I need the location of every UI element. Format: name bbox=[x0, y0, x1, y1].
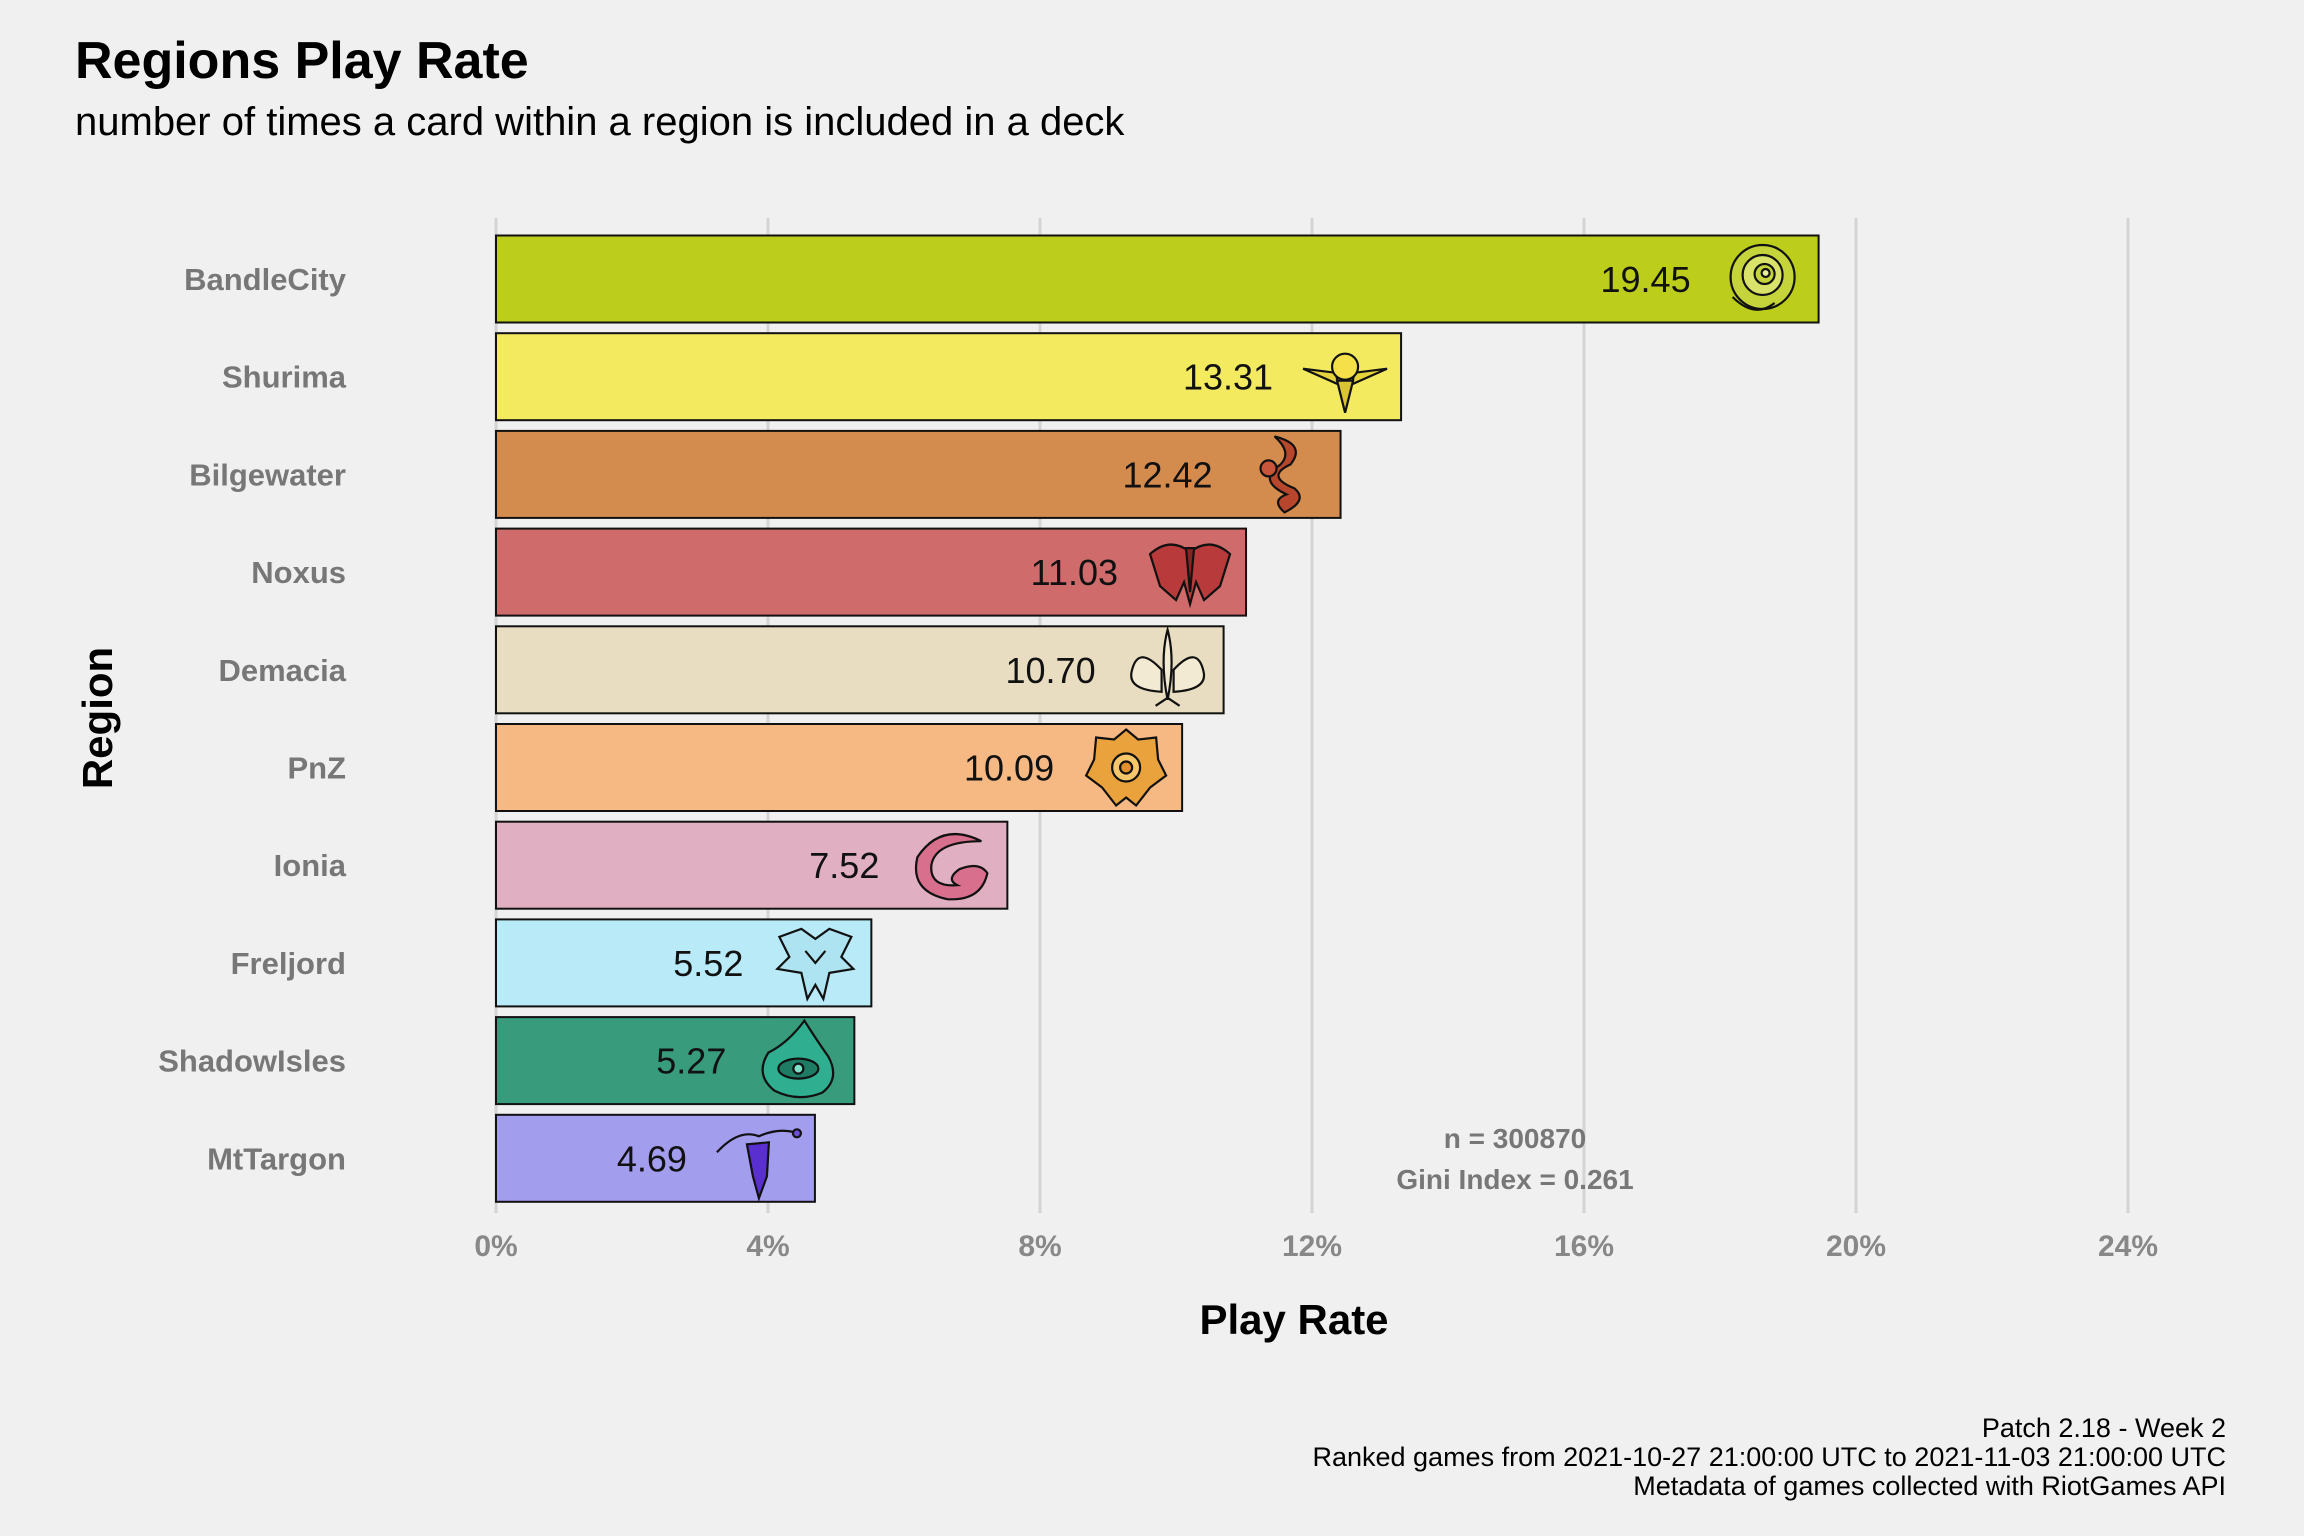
ionia-icon bbox=[914, 832, 989, 901]
gini-index-annotation: Gini Index = 0.261 bbox=[1396, 1164, 1633, 1195]
bar-value-label: 13.31 bbox=[1183, 357, 1273, 398]
chart-title: Regions Play Rate bbox=[75, 32, 529, 90]
bar-value-label: 10.70 bbox=[1006, 650, 1096, 691]
bar-pnz bbox=[495, 723, 1184, 812]
pnz-icon bbox=[1084, 728, 1168, 808]
bar-bandlecity bbox=[495, 234, 1820, 324]
category-labels: BandleCity Shurima Bilgewater Noxus Demacia P… bbox=[158, 262, 347, 1176]
category-label: Ionia bbox=[274, 848, 347, 883]
shadowisles-icon bbox=[761, 1018, 835, 1099]
noxus-icon bbox=[1148, 543, 1232, 609]
bar-value-label: 12.42 bbox=[1122, 454, 1212, 495]
freljord-icon bbox=[775, 927, 856, 1002]
chart-subtitle: number of times a card within a region i… bbox=[75, 100, 1125, 144]
caption-source: Metadata of games collected with RiotGam… bbox=[1633, 1471, 2226, 1501]
bar-value-label: 10.09 bbox=[964, 748, 1054, 789]
category-label: MtTargon bbox=[207, 1141, 346, 1176]
category-label: Bilgewater bbox=[189, 457, 346, 492]
demacia-icon bbox=[1130, 625, 1206, 707]
x-tick-label: 4% bbox=[746, 1230, 789, 1263]
category-label: PnZ bbox=[287, 751, 346, 786]
bar-shurima bbox=[495, 332, 1403, 422]
x-tick-label: 16% bbox=[1554, 1230, 1614, 1263]
bandlecity-icon bbox=[1729, 243, 1796, 311]
category-label: Freljord bbox=[231, 946, 346, 981]
x-axis-title: Play Rate bbox=[1199, 1296, 1388, 1343]
bar-bilgewater bbox=[495, 429, 1342, 519]
caption-date-range: Ranked games from 2021-10-27 21:00:00 UT… bbox=[1312, 1442, 2226, 1472]
sample-size-annotation: n = 300870 bbox=[1444, 1123, 1586, 1154]
bars: 19.45 13.31 12.42 11.03 10.70 10.09 7.52 5.52 5.… bbox=[495, 234, 1820, 1203]
bilgewater-icon bbox=[1259, 435, 1301, 514]
bar-demacia bbox=[495, 625, 1225, 715]
category-label: Shurima bbox=[222, 360, 347, 395]
bar-value-label: 7.52 bbox=[809, 845, 879, 886]
category-label: BandleCity bbox=[184, 262, 347, 297]
bar-value-label: 5.27 bbox=[656, 1041, 726, 1082]
bar-value-label: 11.03 bbox=[1031, 552, 1118, 593]
x-tick-label: 20% bbox=[1826, 1230, 1886, 1263]
x-tick-label: 0% bbox=[474, 1230, 517, 1263]
bar-value-label: 5.52 bbox=[673, 943, 743, 984]
bar-value-label: 4.69 bbox=[617, 1138, 687, 1179]
mttargon-icon bbox=[716, 1128, 803, 1202]
category-label: ShadowIsles bbox=[158, 1044, 346, 1079]
x-tick-label: 12% bbox=[1282, 1230, 1342, 1263]
bar-noxus bbox=[495, 527, 1248, 617]
x-tick-label: 24% bbox=[2098, 1230, 2158, 1263]
category-label: Noxus bbox=[251, 555, 346, 590]
x-tick-label: 8% bbox=[1018, 1230, 1061, 1263]
shurima-icon bbox=[1302, 352, 1388, 413]
y-axis-title: Region bbox=[74, 647, 121, 789]
category-label: Demacia bbox=[218, 653, 346, 688]
bar-value-label: 19.45 bbox=[1601, 259, 1691, 300]
caption-patch: Patch 2.18 - Week 2 bbox=[1981, 1413, 2226, 1443]
x-tick-labels: 0% 4% 8% 12% 16% 20% 24% bbox=[474, 1230, 2158, 1263]
